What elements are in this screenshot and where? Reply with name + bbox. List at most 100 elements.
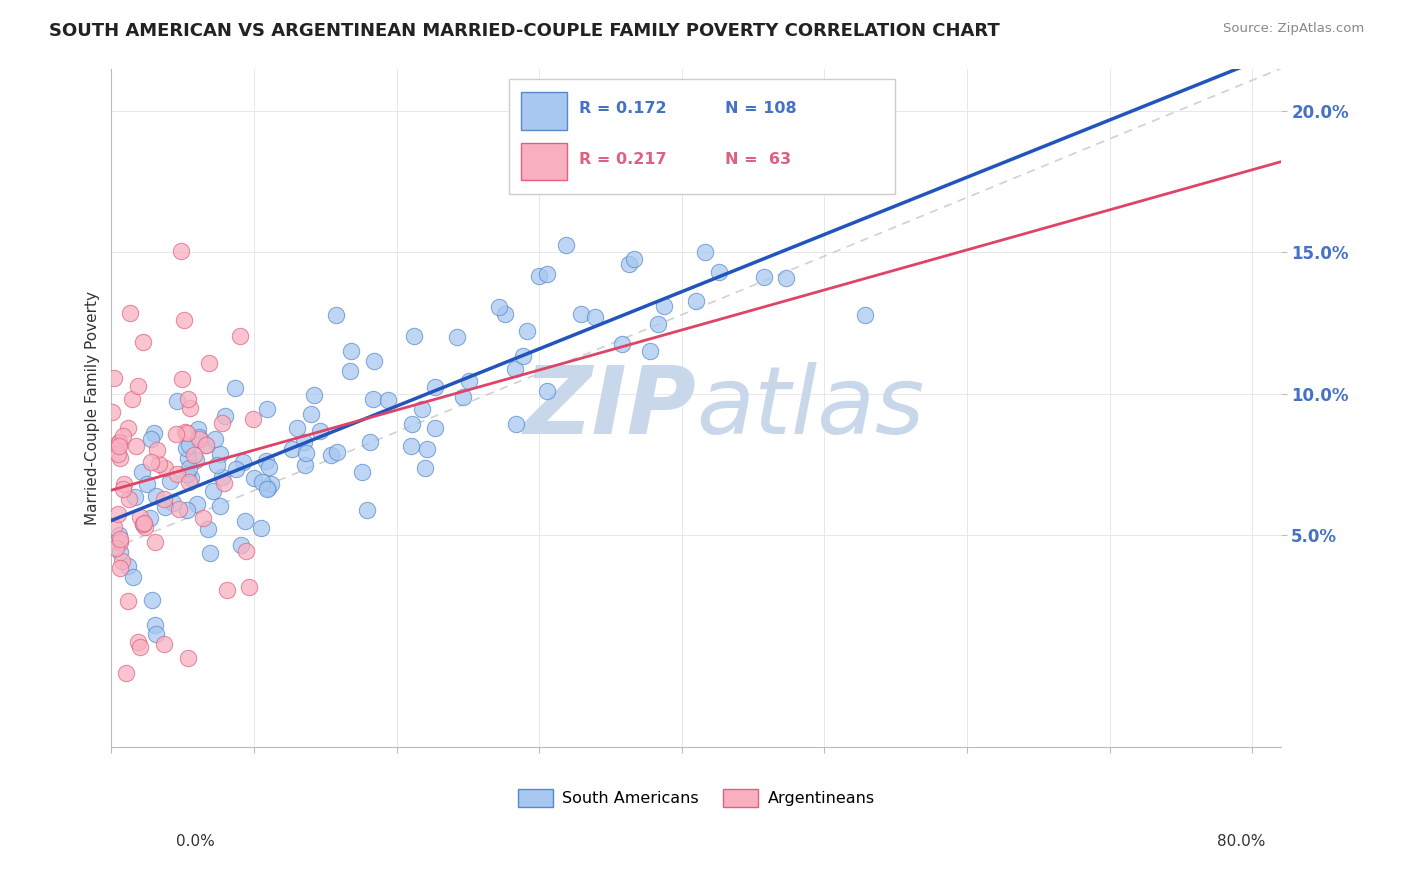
Point — [143, 425, 166, 440]
Point — [752, 269, 775, 284]
Point — [494, 307, 516, 321]
Point — [186, 497, 208, 511]
Point — [183, 448, 205, 462]
Point — [308, 424, 330, 438]
Point — [162, 496, 184, 510]
Point — [108, 528, 131, 542]
Point — [111, 482, 134, 496]
Point — [235, 544, 257, 558]
Point — [103, 520, 125, 534]
Point — [179, 401, 201, 415]
Text: ZIP: ZIP — [523, 362, 696, 454]
Point — [516, 324, 538, 338]
Point — [110, 544, 132, 558]
Point — [204, 432, 226, 446]
Point — [610, 337, 633, 351]
Point — [194, 438, 217, 452]
FancyBboxPatch shape — [520, 143, 568, 180]
Point — [176, 425, 198, 440]
Point — [108, 532, 131, 546]
Point — [229, 329, 252, 343]
Text: N = 108: N = 108 — [725, 101, 797, 116]
Text: atlas: atlas — [696, 362, 924, 453]
Point — [177, 461, 200, 475]
Point — [259, 460, 281, 475]
Point — [685, 293, 707, 308]
Point — [242, 470, 264, 484]
Point — [111, 554, 134, 568]
Point — [146, 443, 169, 458]
Point — [325, 308, 347, 322]
Point — [177, 438, 200, 452]
Point — [647, 318, 669, 332]
Point — [107, 447, 129, 461]
Point — [117, 594, 139, 608]
Point — [180, 471, 202, 485]
Point — [108, 534, 131, 549]
Point — [132, 516, 155, 531]
Point — [319, 448, 342, 462]
Text: N =  63: N = 63 — [725, 152, 792, 167]
Point — [174, 441, 197, 455]
Point — [131, 335, 153, 350]
Point — [177, 475, 200, 489]
Point — [121, 392, 143, 407]
Point — [125, 439, 148, 453]
Point — [583, 310, 606, 324]
Point — [118, 492, 141, 507]
Point — [853, 309, 876, 323]
Point — [174, 425, 197, 439]
Point — [256, 482, 278, 496]
Point — [250, 521, 273, 535]
Point — [415, 461, 437, 475]
Point — [503, 362, 526, 376]
Text: R = 0.172: R = 0.172 — [579, 101, 666, 116]
Text: R = 0.217: R = 0.217 — [579, 152, 666, 167]
Point — [415, 442, 437, 457]
Point — [108, 435, 131, 450]
Point — [188, 430, 211, 444]
Point — [536, 267, 558, 281]
Point — [205, 458, 228, 473]
Point — [256, 402, 278, 417]
Point — [233, 514, 256, 528]
Point — [195, 438, 218, 452]
Point — [177, 650, 200, 665]
Point — [325, 445, 347, 459]
Point — [153, 637, 176, 651]
Point — [117, 421, 139, 435]
Point — [294, 458, 316, 472]
Point — [129, 640, 152, 655]
Point — [198, 356, 221, 370]
Point — [117, 559, 139, 574]
Point — [707, 265, 730, 279]
Point — [139, 455, 162, 469]
Point — [169, 244, 191, 259]
Point — [280, 442, 302, 456]
Point — [238, 580, 260, 594]
Text: 80.0%: 80.0% — [1218, 834, 1265, 849]
Point — [446, 329, 468, 343]
Point — [103, 371, 125, 385]
FancyBboxPatch shape — [520, 92, 568, 129]
Point — [145, 627, 167, 641]
Point — [141, 593, 163, 607]
Point — [118, 305, 141, 319]
Point — [107, 508, 129, 522]
Point — [225, 461, 247, 475]
Point — [153, 461, 176, 475]
Point — [423, 380, 446, 394]
Point — [122, 570, 145, 584]
Point — [536, 384, 558, 399]
Point — [242, 411, 264, 425]
Point — [166, 467, 188, 482]
Point — [304, 388, 326, 402]
Point — [292, 434, 315, 449]
Point — [107, 439, 129, 453]
FancyBboxPatch shape — [509, 78, 894, 194]
Point — [399, 439, 422, 453]
Point — [115, 666, 138, 681]
Point — [112, 476, 135, 491]
Point — [214, 475, 236, 490]
Point — [166, 394, 188, 409]
